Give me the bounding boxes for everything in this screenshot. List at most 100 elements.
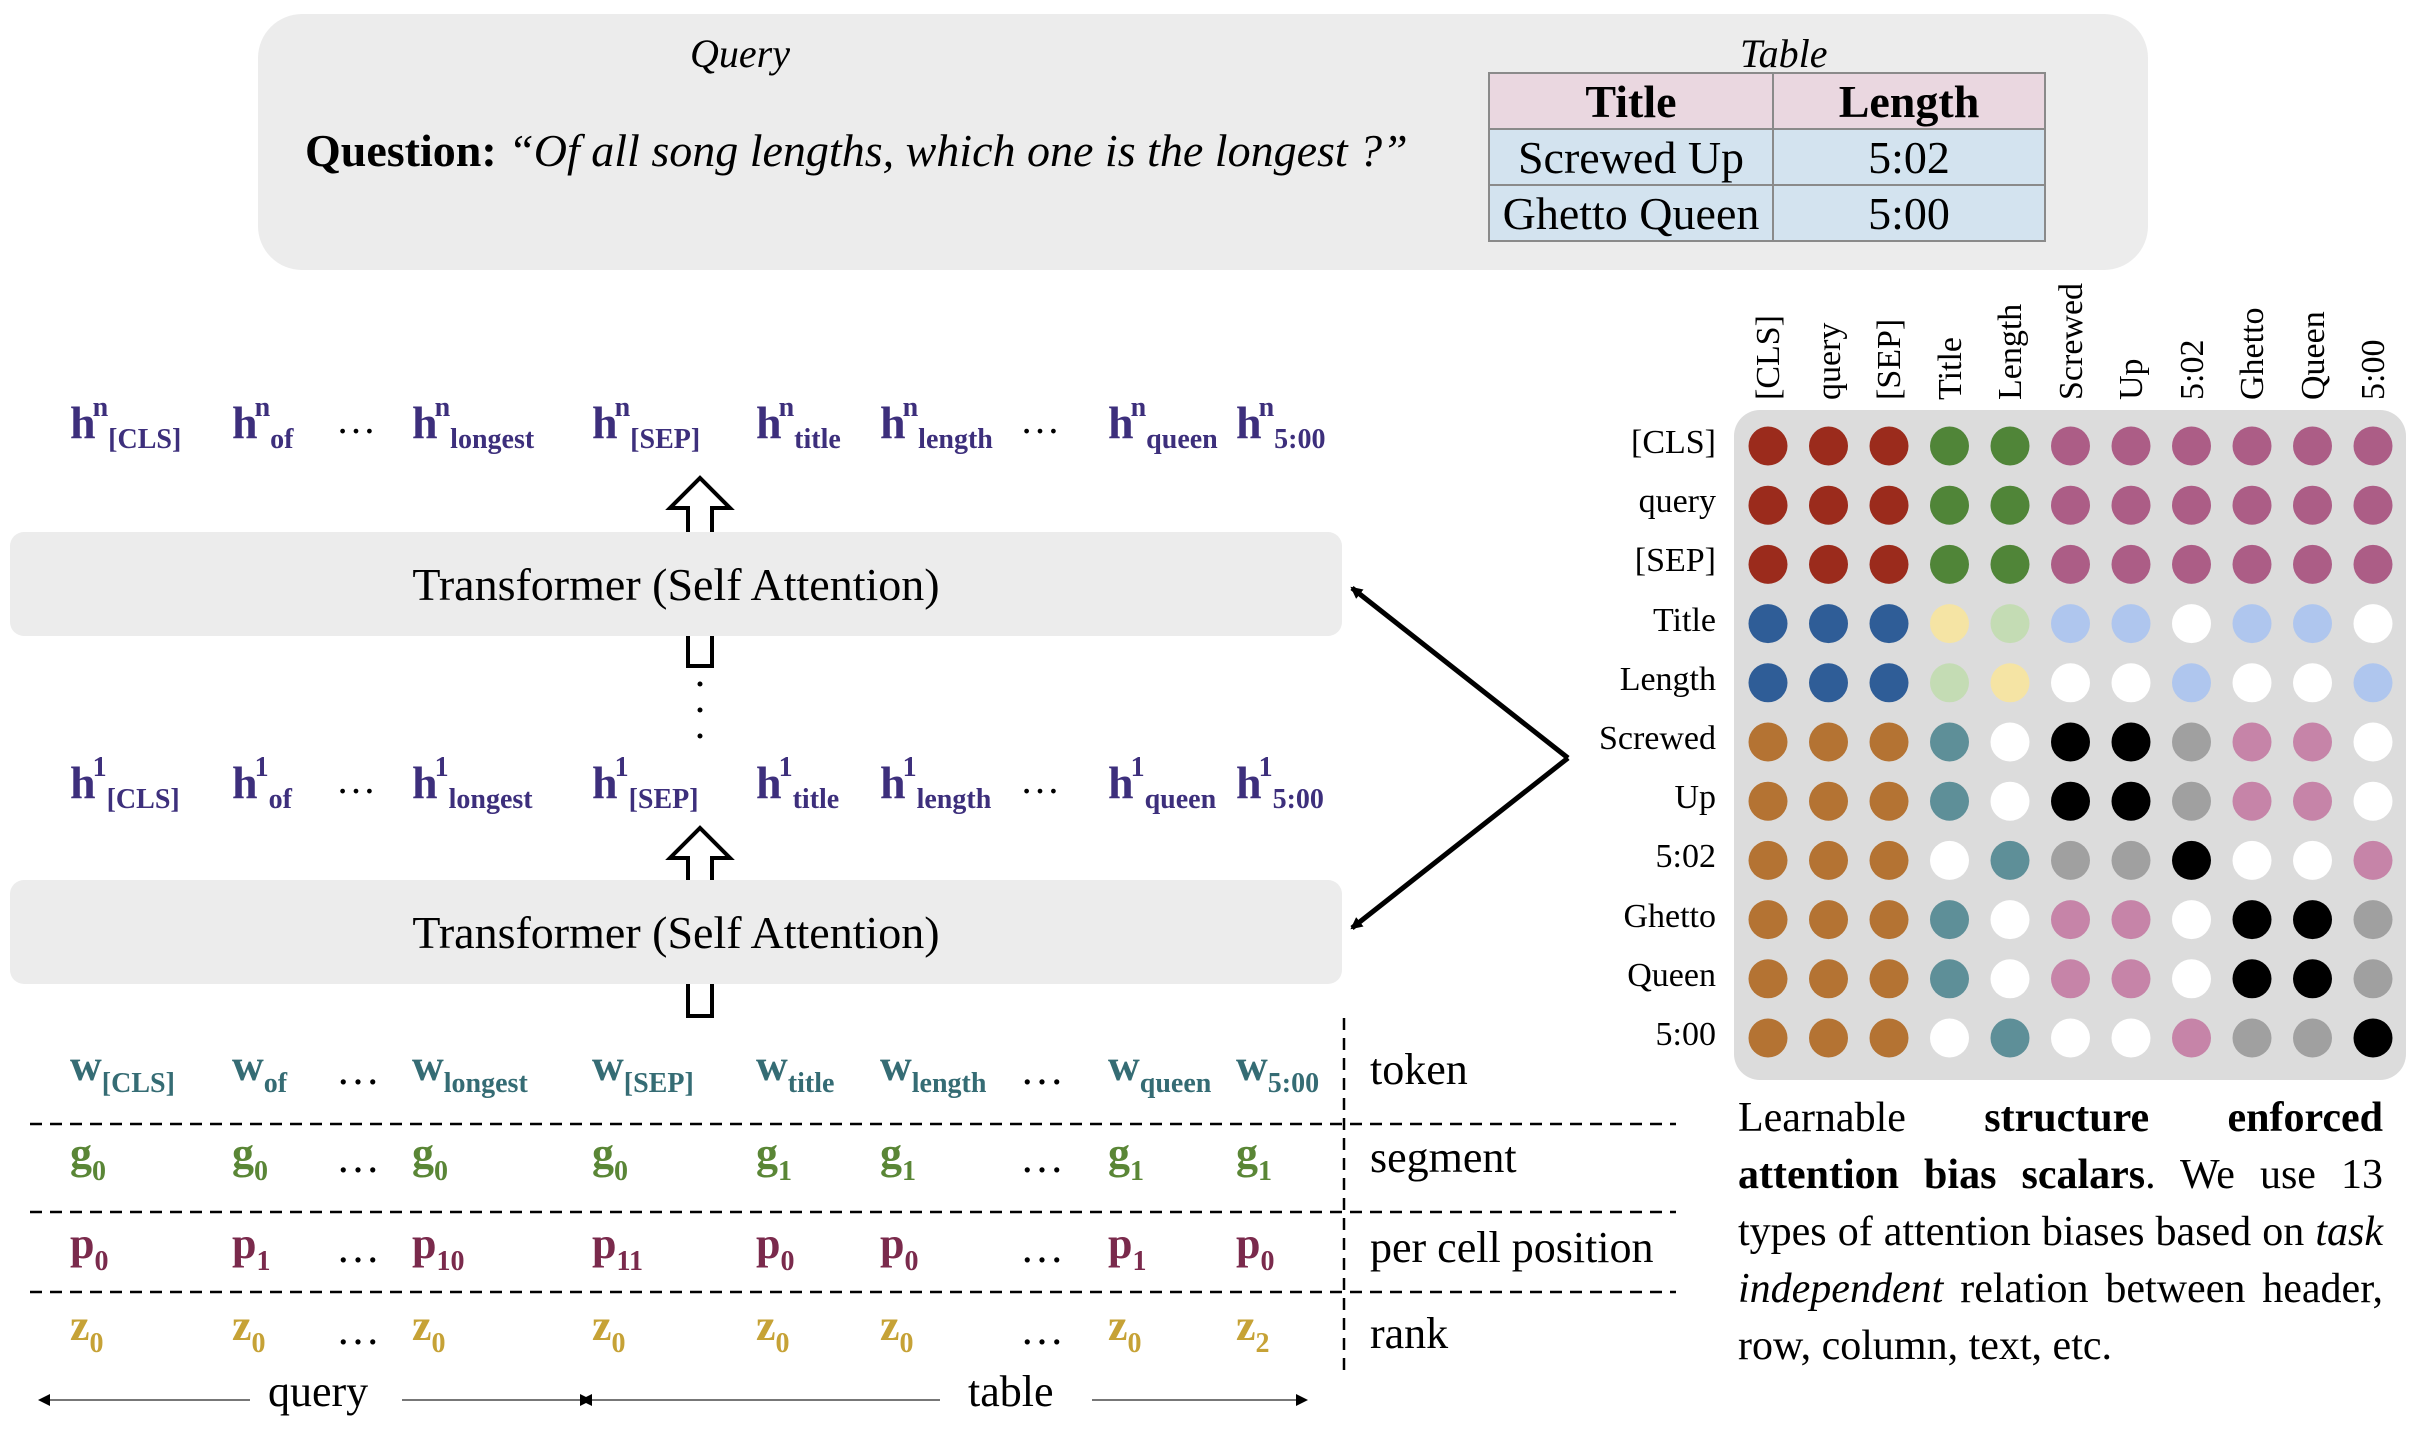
matrix-cell (2232, 840, 2272, 880)
matrix-cell (1930, 900, 1969, 940)
position-embedding-token: p10 (412, 1219, 465, 1277)
matrix-cell (1990, 604, 2030, 644)
matrix-row-label: 5:00 (1655, 1016, 1716, 1053)
matrix-cell (1930, 959, 1969, 999)
token-embedding-token: wqueen (1108, 1041, 1212, 1099)
table-header-cell: Length (1772, 72, 2046, 130)
query-span-label: query (268, 1367, 369, 1416)
matrix-cell (1930, 604, 1969, 644)
ellipsis: … (1020, 1133, 1064, 1182)
matrix-cell (1748, 544, 1788, 584)
position-embedding-token: p0 (1236, 1219, 1275, 1277)
bias-arrow-to-top (1350, 586, 1570, 760)
matrix-cell (2051, 959, 2090, 999)
token-embedding-token: wlength (880, 1041, 987, 1099)
matrix-cell (2353, 485, 2393, 525)
ellipsis: … (1020, 1305, 1064, 1354)
matrix-cell (2353, 959, 2393, 999)
matrix-cell (2111, 544, 2151, 584)
matrix-cell (2353, 426, 2393, 466)
caption-part: Learnable (1738, 1095, 1906, 1141)
matrix-cell (2232, 604, 2272, 644)
hidden-state-token: h1queen (1108, 752, 1217, 815)
matrix-cell (2232, 544, 2272, 584)
segment-embedding-token: g0 (232, 1129, 268, 1187)
matrix-row-label: [SEP] (1634, 542, 1716, 580)
matrix-cell (2051, 604, 2090, 644)
table-cell: Ghetto Queen (1488, 184, 1774, 242)
ellipsis-dot (697, 733, 703, 739)
matrix-cell (1990, 426, 2030, 466)
segment-row-label: segment (1370, 1133, 1517, 1182)
matrix-cell (2293, 781, 2332, 821)
ellipsis: … (336, 1223, 380, 1272)
matrix-cell (2172, 1018, 2211, 1058)
matrix-cell (2111, 722, 2151, 762)
matrix-row-label: Length (1619, 660, 1716, 698)
matrix-cell (2172, 840, 2211, 880)
table-cell: Screwed Up (1488, 128, 1774, 186)
matrix-cell (2353, 1018, 2393, 1058)
segment-embedding-token: g0 (70, 1129, 106, 1187)
matrix-cell (1869, 1018, 1909, 1058)
matrix-cell (2232, 663, 2272, 703)
matrix-cell (1748, 485, 1788, 525)
matrix-cell (1869, 544, 1909, 584)
matrix-cell (1990, 663, 2030, 703)
ellipsis: … (336, 397, 376, 442)
matrix-cell (2111, 485, 2151, 525)
matrix-cell (1809, 663, 1848, 703)
rank-embedding-token: z0 (232, 1301, 266, 1359)
matrix-cell (2293, 1018, 2332, 1058)
segment-embedding-token: g0 (412, 1129, 448, 1187)
ellipsis: … (336, 1305, 380, 1354)
matrix-cell (2353, 781, 2393, 821)
rank-row-label: rank (1370, 1309, 1449, 1358)
hidden-state-token: h1[SEP] (592, 752, 699, 815)
hidden-state-token: h15:00 (1236, 752, 1324, 815)
example-table: Title Length Screwed Up 5:02 Ghetto Quee… (1488, 72, 2046, 242)
caption-bold: structure enforced attention bias scalar… (1738, 1095, 2383, 1198)
caption-part: . We use 13 types of attention biases ba… (1738, 1152, 2383, 1255)
position-embedding-token: p1 (1108, 1219, 1147, 1277)
position-embedding-token: p11 (592, 1219, 643, 1277)
hidden-state-token: h1longest (412, 752, 533, 815)
matrix-cell (2172, 604, 2211, 644)
matrix-cell (2111, 663, 2151, 703)
matrix-cell (2293, 544, 2332, 584)
matrix-cell (1990, 959, 2030, 999)
matrix-cell (1869, 663, 1909, 703)
ellipsis: … (336, 1133, 380, 1182)
matrix-cell (1748, 840, 1788, 880)
position-embedding-token: p0 (880, 1219, 919, 1277)
matrix-cell (2353, 840, 2393, 880)
matrix-cell (1869, 485, 1909, 525)
matrix-cell (1748, 604, 1788, 644)
matrix-cell (2353, 663, 2393, 703)
matrix-cell (2051, 485, 2090, 525)
matrix-cell (2172, 959, 2211, 999)
matrix-cell (2172, 722, 2211, 762)
matrix-cell (2111, 900, 2151, 940)
matrix-cell (2293, 426, 2332, 466)
matrix-cell (1748, 722, 1788, 762)
table-header-cell: Title (1488, 72, 1774, 130)
matrix-cell (1869, 604, 1909, 644)
matrix-cell (2111, 840, 2151, 880)
hidden-state-token: hn5:00 (1236, 392, 1326, 455)
ellipsis: … (336, 1045, 380, 1094)
matrix-cell (1930, 781, 1969, 821)
bracket-under-top (686, 636, 714, 668)
ellipsis-dot (697, 707, 703, 713)
matrix-cell (2172, 485, 2211, 525)
transformer-block-bottom: Transformer (Self Attention) (10, 880, 1342, 984)
ellipsis: … (1020, 1045, 1064, 1094)
hidden-state-token: hn[CLS] (70, 392, 182, 455)
position-embedding-token: p0 (70, 1219, 109, 1277)
hidden-state-token: hntitle (756, 392, 841, 455)
matrix-cell (2293, 604, 2332, 644)
question-line: Question: “Of all song lengths, which on… (305, 124, 1408, 177)
matrix-row-label: Up (1674, 779, 1716, 817)
matrix-cell (1748, 959, 1788, 999)
